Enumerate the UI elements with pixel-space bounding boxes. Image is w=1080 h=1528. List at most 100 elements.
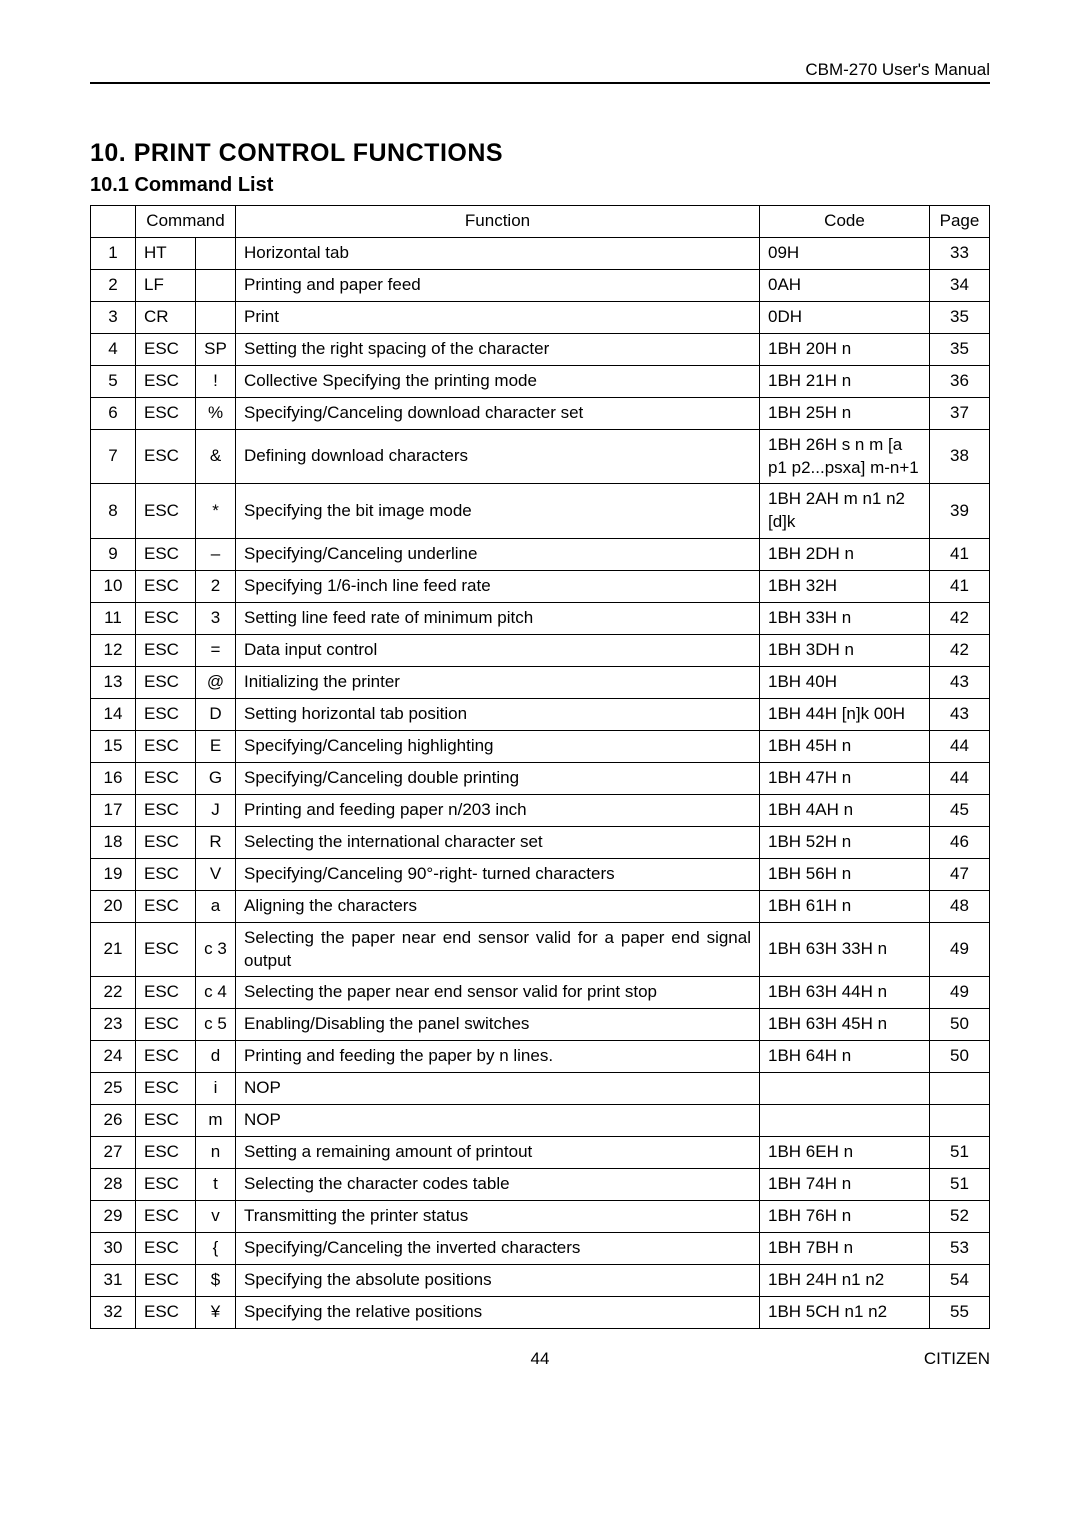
- row-cmd1: ESC: [136, 826, 196, 858]
- row-num: 5: [91, 365, 136, 397]
- table-row: 10ESC2Specifying 1/6-inch line feed rate…: [91, 571, 990, 603]
- row-num: 3: [91, 301, 136, 333]
- row-code: 1BH 2DH n: [760, 539, 930, 571]
- row-func: Specifying the bit image mode: [236, 484, 760, 539]
- table-row: 30ESC{Specifying/Canceling the inverted …: [91, 1232, 990, 1264]
- row-func: Specifying/Canceling download character …: [236, 397, 760, 429]
- row-cmd1: CR: [136, 301, 196, 333]
- row-code: 09H: [760, 237, 930, 269]
- row-cmd2: n: [196, 1137, 236, 1169]
- row-num: 6: [91, 397, 136, 429]
- row-func: Specifying/Canceling underline: [236, 539, 760, 571]
- row-cmd1: ESC: [136, 1041, 196, 1073]
- row-num: 22: [91, 977, 136, 1009]
- row-code: 1BH 21H n: [760, 365, 930, 397]
- table-row: 3CRPrint0DH35: [91, 301, 990, 333]
- table-row: 8ESC*Specifying the bit image mode1BH 2A…: [91, 484, 990, 539]
- row-code: 1BH 61H n: [760, 890, 930, 922]
- table-row: 12ESC=Data input control1BH 3DH n42: [91, 635, 990, 667]
- col-code: Code: [760, 206, 930, 238]
- row-cmd1: ESC: [136, 539, 196, 571]
- table-row: 4ESCSPSetting the right spacing of the c…: [91, 333, 990, 365]
- row-cmd2: t: [196, 1169, 236, 1201]
- row-code: 1BH 7BH n: [760, 1232, 930, 1264]
- row-func: Specifying/Canceling double printing: [236, 762, 760, 794]
- row-num: 21: [91, 922, 136, 977]
- row-func: Print: [236, 301, 760, 333]
- row-num: 18: [91, 826, 136, 858]
- row-func: Specifying the absolute positions: [236, 1264, 760, 1296]
- row-code: 1BH 63H 44H n: [760, 977, 930, 1009]
- table-row: 1HTHorizontal tab09H33: [91, 237, 990, 269]
- row-num: 10: [91, 571, 136, 603]
- row-func: Aligning the characters: [236, 890, 760, 922]
- row-cmd1: ESC: [136, 730, 196, 762]
- row-page: 45: [930, 794, 990, 826]
- row-cmd1: ESC: [136, 1137, 196, 1169]
- row-cmd2: 3: [196, 603, 236, 635]
- row-cmd2: $: [196, 1264, 236, 1296]
- row-page: 43: [930, 699, 990, 731]
- table-row: 31ESC$Specifying the absolute positions1…: [91, 1264, 990, 1296]
- row-func: Selecting the paper near end sensor vali…: [236, 922, 760, 977]
- row-func: NOP: [236, 1105, 760, 1137]
- row-cmd1: ESC: [136, 333, 196, 365]
- row-page: 38: [930, 429, 990, 484]
- col-function: Function: [236, 206, 760, 238]
- table-row: 13ESC@Initializing the printer1BH 40H43: [91, 667, 990, 699]
- row-cmd1: ESC: [136, 667, 196, 699]
- row-cmd2: v: [196, 1201, 236, 1233]
- row-cmd2: c 3: [196, 922, 236, 977]
- row-page: [930, 1073, 990, 1105]
- row-cmd1: ESC: [136, 1105, 196, 1137]
- table-row: 19ESCVSpecifying/Canceling 90°-right- tu…: [91, 858, 990, 890]
- table-row: 24ESCdPrinting and feeding the paper by …: [91, 1041, 990, 1073]
- row-page: 51: [930, 1137, 990, 1169]
- row-cmd2: [196, 269, 236, 301]
- table-row: 18ESCRSelecting the international charac…: [91, 826, 990, 858]
- row-num: 7: [91, 429, 136, 484]
- row-code: 1BH 63H 33H n: [760, 922, 930, 977]
- row-cmd2: J: [196, 794, 236, 826]
- row-page: 54: [930, 1264, 990, 1296]
- row-cmd1: ESC: [136, 397, 196, 429]
- row-code: 1BH 63H 45H n: [760, 1009, 930, 1041]
- table-row: 27ESCnSetting a remaining amount of prin…: [91, 1137, 990, 1169]
- table-row: 25ESCiNOP: [91, 1073, 990, 1105]
- row-func: Transmitting the printer status: [236, 1201, 760, 1233]
- row-cmd1: LF: [136, 269, 196, 301]
- row-cmd1: ESC: [136, 484, 196, 539]
- col-page: Page: [930, 206, 990, 238]
- row-code: 1BH 6EH n: [760, 1137, 930, 1169]
- row-code: 1BH 4AH n: [760, 794, 930, 826]
- row-page: 53: [930, 1232, 990, 1264]
- row-num: 32: [91, 1296, 136, 1328]
- row-cmd1: ESC: [136, 1169, 196, 1201]
- row-page: 48: [930, 890, 990, 922]
- section-title: 10. PRINT CONTROL FUNCTIONS: [90, 139, 990, 168]
- row-page: 42: [930, 603, 990, 635]
- row-func: Specifying/Canceling the inverted charac…: [236, 1232, 760, 1264]
- table-row: 17ESCJPrinting and feeding paper n/203 i…: [91, 794, 990, 826]
- row-code: 1BH 26H s n m [a p1 p2...psxa] m-n+1: [760, 429, 930, 484]
- row-func: Setting the right spacing of the charact…: [236, 333, 760, 365]
- table-row: 28ESCtSelecting the character codes tabl…: [91, 1169, 990, 1201]
- row-num: 17: [91, 794, 136, 826]
- row-cmd2: @: [196, 667, 236, 699]
- row-num: 16: [91, 762, 136, 794]
- row-code: 0AH: [760, 269, 930, 301]
- table-row: 11ESC3Setting line feed rate of minimum …: [91, 603, 990, 635]
- row-code: 1BH 52H n: [760, 826, 930, 858]
- row-page: 41: [930, 539, 990, 571]
- row-cmd1: HT: [136, 237, 196, 269]
- row-num: 12: [91, 635, 136, 667]
- row-cmd2: c 5: [196, 1009, 236, 1041]
- row-cmd2: d: [196, 1041, 236, 1073]
- row-func: Printing and feeding paper n/203 inch: [236, 794, 760, 826]
- row-cmd2: =: [196, 635, 236, 667]
- row-page: 35: [930, 333, 990, 365]
- row-num: 29: [91, 1201, 136, 1233]
- row-func: Collective Specifying the printing mode: [236, 365, 760, 397]
- row-code: 1BH 40H: [760, 667, 930, 699]
- row-page: 35: [930, 301, 990, 333]
